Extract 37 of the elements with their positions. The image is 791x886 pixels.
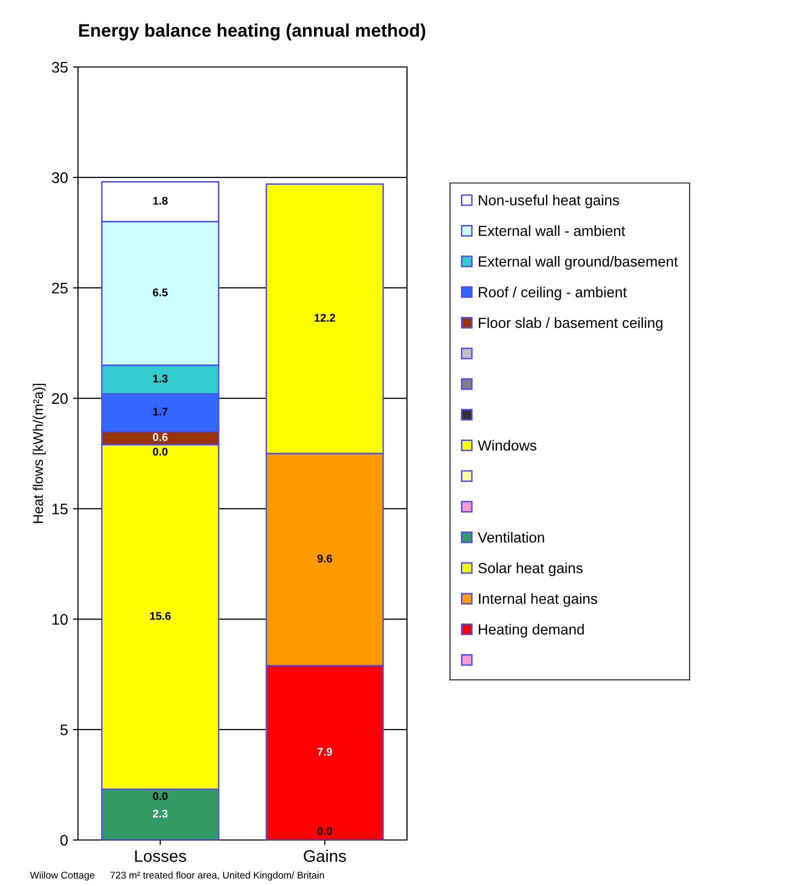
legend-label: Windows	[478, 440, 536, 451]
legend-label: Non-useful heat gains	[478, 194, 620, 208]
data-label: 1.3	[153, 374, 168, 383]
x-tick-label: Gains	[304, 850, 346, 862]
text: 723 m² treated floor area, United Kingdom/ Britain	[110, 871, 324, 881]
data-label: 1.8	[153, 196, 168, 205]
chart-title: Energy balance heating (annual method)	[79, 24, 426, 40]
annotation: 0.0	[317, 827, 332, 836]
x-tick-label: Losses	[135, 850, 186, 862]
legend-label: External wall - ambient	[478, 225, 626, 236]
data-label: 12.2	[314, 314, 336, 322]
data-label: 2.3	[152, 810, 168, 818]
legend-label: Internal heat gains	[479, 593, 598, 607]
y-tick-label: 20	[52, 393, 68, 404]
legend-label: Floor slab / basement ceiling	[478, 317, 662, 331]
legend-label: External wall ground/basement	[478, 256, 678, 270]
legend-label: Roof / ceiling - ambient	[478, 286, 627, 300]
y-tick-label: 15	[52, 504, 68, 514]
y-tick-label: 35	[52, 62, 68, 73]
legend-label: Heating demand	[478, 624, 584, 638]
data-label: 7.9	[318, 748, 332, 756]
y-axis-title: Heat flows [kWh/(m²a)]	[32, 384, 46, 523]
data-label: 6.5	[152, 288, 168, 296]
text: Wiilow Cottage	[30, 871, 94, 881]
data-label: 15.6	[150, 612, 171, 620]
data-label: 0.6	[152, 433, 168, 442]
annotation: 0.0	[152, 448, 168, 456]
annotation: 0.0	[152, 792, 168, 800]
y-tick-label: 10	[52, 614, 68, 625]
data-label: 1.7	[153, 408, 168, 416]
y-tick-label: 30	[52, 172, 68, 184]
y-tick-label: 0	[60, 834, 68, 846]
y-tick-label: 5	[60, 724, 68, 736]
legend-label: Ventilation	[478, 532, 544, 543]
data-label: 9.6	[317, 554, 332, 562]
legend-label: Solar heat gains	[478, 562, 583, 576]
y-tick-label: 25	[52, 282, 68, 294]
